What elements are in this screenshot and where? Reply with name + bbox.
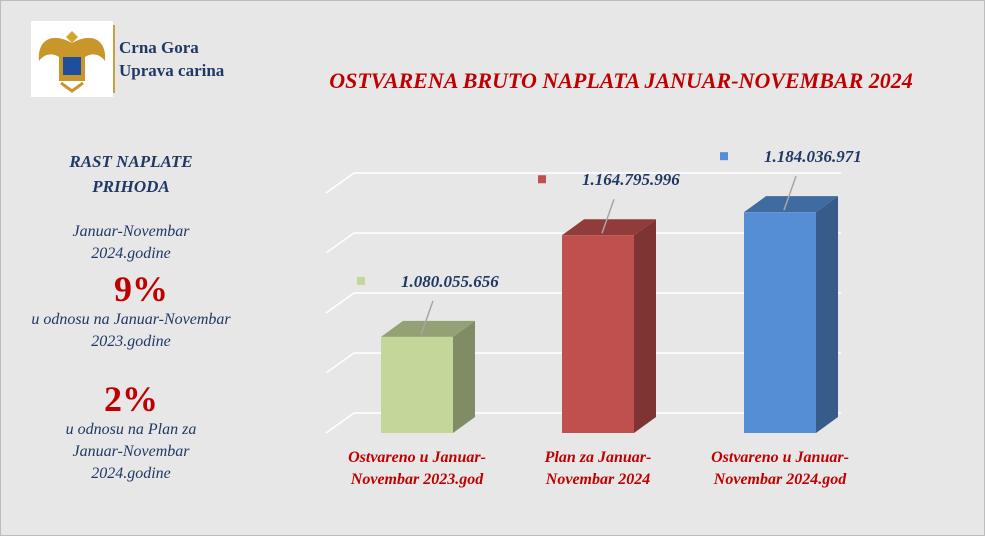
x-tick-label: Ostvareno u Januar-Novembar 2023.god	[348, 449, 486, 488]
value-label: 1.080.055.656	[401, 271, 499, 291]
leader-line	[783, 175, 797, 211]
side-text: Januar-Novembar 2024.godine	[72, 223, 190, 262]
grid-line	[325, 292, 841, 314]
value-label: 1.184.036.971	[764, 147, 862, 167]
bar-top	[562, 219, 656, 236]
bar-side	[453, 320, 475, 433]
x-tick-label: Ostvareno u Januar-Novembar 2024.god	[711, 449, 849, 488]
legend-key	[357, 276, 365, 285]
bar	[562, 235, 634, 433]
side-text: u odnosu na Januar-Novembar 2023.godine	[31, 311, 231, 350]
grid-line	[325, 232, 841, 254]
bar	[381, 336, 453, 433]
legend-key	[720, 152, 728, 161]
x-tick-label: Plan za Januar-Novembar 2024	[544, 449, 652, 488]
bar-top	[381, 320, 475, 337]
bar-side	[634, 219, 656, 433]
value-label: 1.164.795.996	[582, 170, 680, 190]
leader-line	[420, 300, 434, 336]
side-value: 2%	[104, 379, 158, 419]
legend-key	[538, 175, 546, 184]
grid-line	[325, 172, 841, 194]
side-value: 9%	[114, 269, 168, 309]
header-line: Uprava carina	[119, 61, 225, 80]
side-text: u odnosu na Plan za Januar-Novembar 2024…	[65, 421, 197, 482]
leader-line	[601, 198, 615, 234]
bar	[744, 212, 816, 433]
chart-title: OSTVARENA BRUTO NAPLATA JANUAR-NOVEMBAR …	[329, 68, 913, 93]
bar-side	[816, 196, 838, 433]
grid-line	[325, 412, 841, 434]
emblem	[38, 31, 106, 93]
side-heading: RAST NAPLATE PRIHODA	[69, 152, 193, 196]
header-line: Crna Gora	[119, 38, 199, 57]
bar-top	[744, 196, 838, 213]
grid-line	[325, 352, 841, 374]
